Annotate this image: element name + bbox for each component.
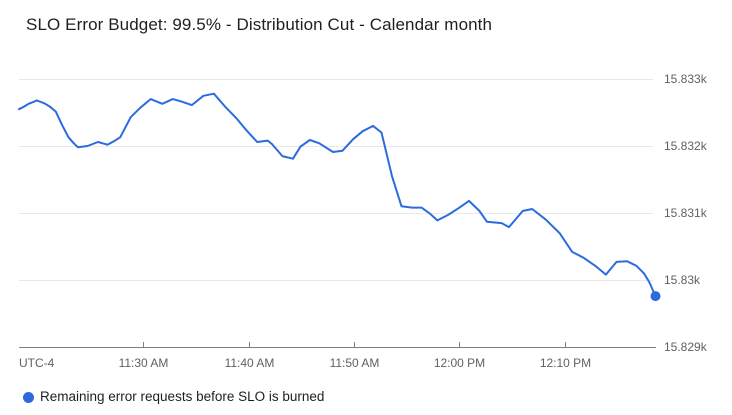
legend-label: Remaining error requests before SLO is b…	[40, 389, 325, 404]
series-line	[18, 92, 657, 298]
series-end-dot	[650, 291, 661, 302]
legend[interactable]: Remaining error requests before SLO is b…	[23, 389, 324, 405]
legend-marker-icon	[23, 391, 34, 403]
chart-title: SLO Error Budget: 99.5% - Distribution C…	[26, 15, 493, 34]
